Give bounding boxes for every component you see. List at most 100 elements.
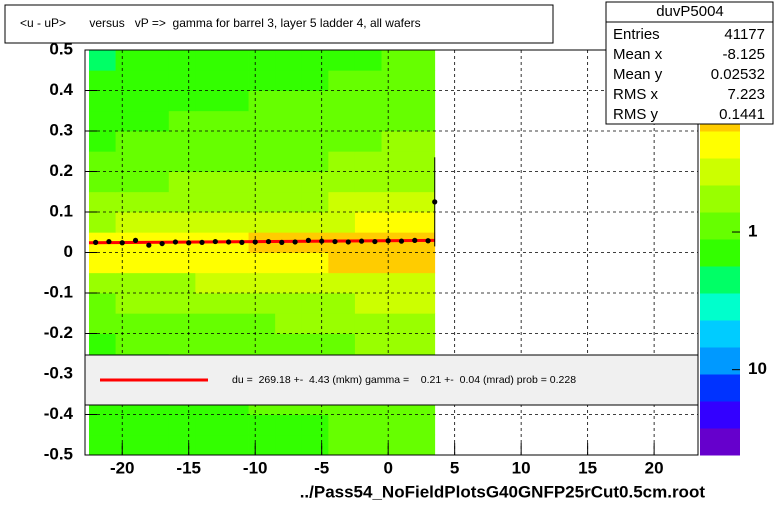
heatmap-cell [115,131,143,152]
heatmap-cell [115,252,143,274]
heatmap-cell [195,434,223,456]
profile-point [412,237,418,243]
heatmap-cell [88,434,116,456]
heatmap-cell [142,272,170,294]
heatmap-cell [221,414,249,436]
heatmap-cell [195,293,223,314]
profile-point [119,240,125,246]
heatmap-cell [354,191,382,213]
heatmap-cell [301,191,329,213]
z-tick-label: 1 [748,222,757,241]
palette-swatch [700,347,740,375]
palette-swatch [700,158,740,186]
stats-label: Mean y [613,66,663,83]
x-tick-label: 5 [450,458,459,477]
palette-swatch [700,239,740,267]
heatmap-cell [195,110,223,132]
heatmap-cell [88,252,116,274]
heatmap-cell [221,151,249,172]
palette-swatch [700,212,740,240]
palette-swatch [700,320,740,348]
heatmap-cell [328,293,356,314]
palette-swatch [700,374,740,402]
stats-value: 0.02532 [711,66,765,83]
profile-point [146,242,152,248]
heatmap-cell [115,191,143,213]
heatmap-cell [354,272,382,294]
heatmap-cell [381,333,409,355]
profile-point [332,238,338,245]
heatmap-cell [248,293,276,314]
heatmap-cell [354,50,382,71]
heatmap-cell [168,191,196,213]
heatmap-cell [142,212,170,233]
heatmap-cell [301,333,329,355]
heatmap-cell [328,313,356,334]
heatmap-cell [248,50,276,71]
heatmap-cell [195,171,223,193]
heatmap-cell [354,293,382,314]
heatmap-cell [301,414,329,436]
heatmap-cell [275,252,303,274]
heatmap-cell [221,333,249,355]
x-tick-label: -5 [314,458,329,477]
heatmap-cell [381,272,409,294]
heatmap-cell [248,252,276,274]
heatmap-cell [275,414,303,436]
heatmap-cell [142,293,170,314]
heatmap-cell [248,313,276,334]
heatmap-cell [301,110,329,132]
heatmap-cell [142,131,170,152]
heatmap-cell [354,434,382,456]
heatmap-cell [328,212,356,233]
heatmap-cell [275,313,303,334]
heatmap-cell [248,272,276,294]
heatmap-cell [115,70,143,91]
heatmap-cell [115,151,143,172]
heatmap-cell [221,252,249,274]
heatmap-cell [142,313,170,334]
heatmap-cell [301,90,329,112]
x-tick-label: -10 [243,458,268,477]
heatmap-cell [275,90,303,112]
stats-label: Mean x [613,46,663,63]
heatmap-cell [195,131,223,152]
y-tick-label: -0.3 [44,363,73,382]
heatmap-cell [408,333,436,355]
profile-point [292,239,298,245]
heatmap-cell [275,333,303,355]
heatmap-cell [142,50,170,71]
y-tick-label: 0.3 [49,120,73,139]
palette-swatch [700,185,740,213]
profile-point [265,238,272,245]
heatmap-cell [142,90,170,112]
z-tick-label: 10 [748,359,767,378]
heatmap-cell [408,293,436,314]
palette-swatch [700,131,740,159]
heatmap-cell [354,232,382,253]
heatmap-cell [142,252,170,274]
palette-swatch [700,428,740,456]
heatmap-cell [168,333,196,355]
heatmap-cell [248,414,276,436]
heatmap-cell [275,191,303,213]
heatmap-cell [275,212,303,233]
heatmap-cell [408,110,436,132]
heatmap-cell [195,212,223,233]
heatmap-cell [168,171,196,193]
x-tick-label: 15 [578,458,597,477]
heatmap-cell [115,272,143,294]
heatmap-cell [301,272,329,294]
heatmap-cell [168,151,196,172]
heatmap-cell [221,90,249,112]
heatmap-cell [301,70,329,91]
y-tick-label: 0.5 [49,39,73,58]
heatmap-cell [88,272,116,294]
heatmap-cell [168,272,196,294]
heatmap-cell [168,90,196,112]
heatmap-cell [328,272,356,294]
x-tick-label: 20 [645,458,664,477]
heatmap-cell [408,70,436,91]
y-tick-label: 0 [64,242,73,261]
